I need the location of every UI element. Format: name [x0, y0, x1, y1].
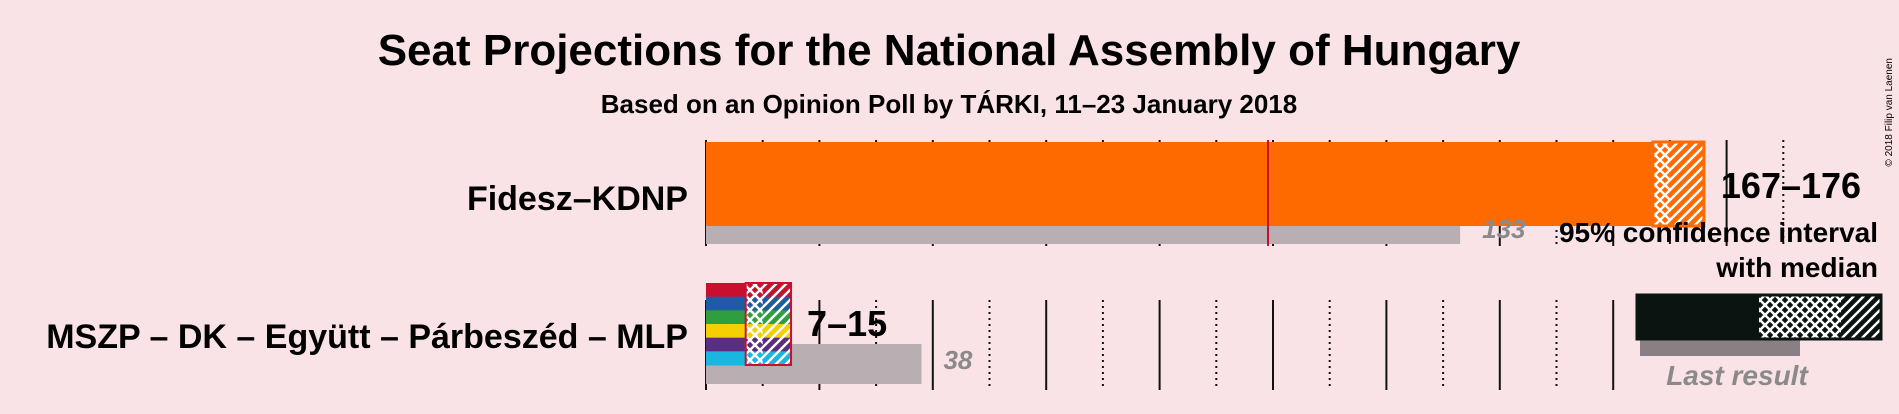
legend-last-result-text: Last result — [1666, 360, 1809, 391]
ci-bar-outline-fidesz — [1651, 140, 1706, 228]
legend-median-text: with median — [1715, 252, 1878, 283]
last-result-bar-fidesz — [706, 224, 1461, 244]
legend-ci-bar-solid — [1637, 295, 1759, 339]
ci-bar-outline-coalition — [744, 282, 793, 366]
party-row-fidesz: Fidesz–KDNP 167–176 133 — [467, 140, 1861, 244]
legend-ci-bar-outline — [1635, 293, 1883, 341]
ci-bar-crosshatch-coalition — [745, 283, 763, 365]
page-subtitle: Based on an Opinion Poll by TÁRKI, 11–23… — [601, 89, 1297, 119]
legend-ci-bar-hatch-pattern — [1841, 295, 1881, 339]
party-label-fidesz: Fidesz–KDNP — [467, 180, 688, 218]
party-row-coalition: MSZP – DK – Együtt – Párbeszéd – MLP 7–1… — [46, 282, 973, 384]
legend: 95% confidence interval with median Last… — [1559, 217, 1883, 391]
seat-range-label-coalition: 7–15 — [807, 303, 887, 344]
party-label-coalition: MSZP – DK – Együtt – Párbeszéd – MLP — [46, 318, 688, 356]
ci-bar-crosshatch-fidesz — [1652, 142, 1670, 226]
ci-bar-solid-fidesz — [706, 142, 1653, 226]
page-title: Seat Projections for the National Assemb… — [378, 26, 1521, 75]
seat-range-label-fidesz: 167–176 — [1721, 165, 1861, 206]
ci-bar-hatch-coalition — [762, 283, 792, 365]
legend-ci-bar-crosshatch-pattern — [1759, 295, 1841, 339]
legend-ci-text: 95% confidence interval — [1559, 217, 1878, 248]
ci-bar-hatch-fidesz — [1669, 142, 1704, 226]
last-result-label-fidesz: 133 — [1482, 214, 1526, 244]
legend-last-result-bar — [1640, 338, 1800, 356]
copyright-notice: © 2018 Filip van Laenen — [1884, 58, 1895, 167]
last-result-label-coalition: 38 — [943, 345, 972, 375]
